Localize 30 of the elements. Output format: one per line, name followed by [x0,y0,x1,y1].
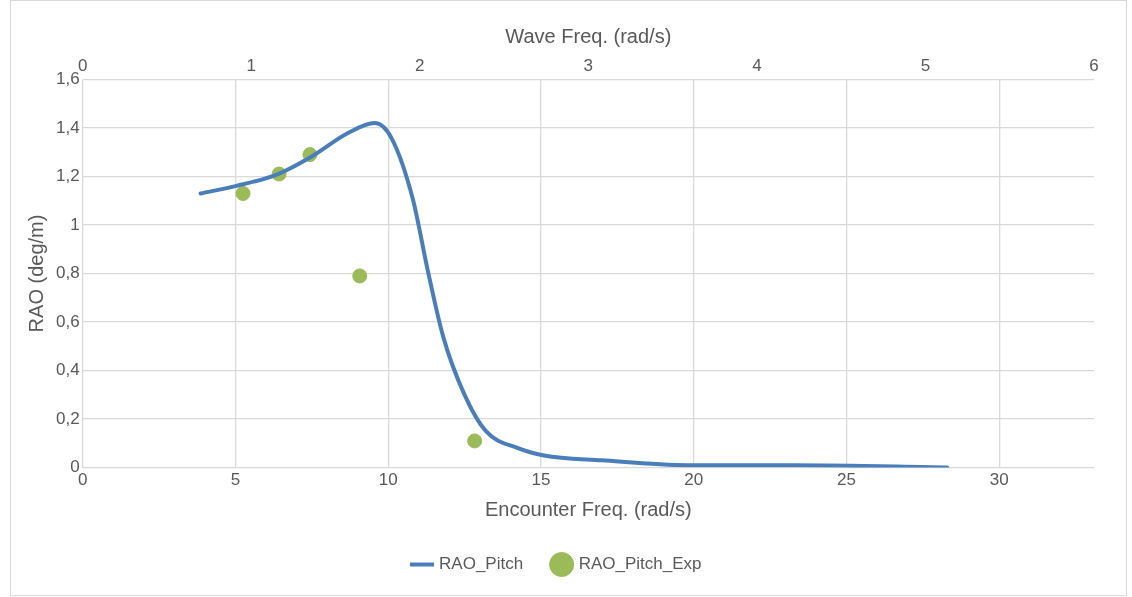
x2-tick-label: 1 [246,55,256,75]
y-tick-label: 0,6 [55,311,80,331]
x-tick-label: 15 [531,470,551,490]
x2-tick-label: 5 [920,55,931,75]
y-tick-label: 0,2 [55,408,80,428]
point [467,433,483,449]
y-tick-label: 1,6 [55,69,80,89]
legend-label: RAO_Pitch_Exp [578,554,702,574]
x2-tick-label: 3 [583,55,594,75]
x-tick-label: 5 [230,470,241,490]
legend-label: RAO_Pitch [439,554,524,574]
x2-tick-label: 4 [752,55,762,75]
y-axis-title: RAO (deg/m) [24,214,47,333]
point [352,268,368,284]
y-tick-label: 1,4 [55,117,80,137]
x-tick-label: 30 [989,470,1009,490]
y-tick-label: 1 [70,214,80,234]
line-series [198,121,950,468]
x2-tick-label: 6 [1089,55,1099,75]
x-tick-label: 25 [837,470,856,490]
x-tick-label: 10 [378,470,398,490]
point [235,185,251,201]
x-axis-title: Encounter Freq. (rad/s) [484,497,692,520]
x2-tick-label: 2 [415,55,425,75]
y-tick-label: 0 [70,457,80,477]
x2-axis-title: Wave Freq. (rad/s) [505,24,672,47]
y-tick-label: 1,2 [55,166,80,186]
y-tick-label: 0,4 [55,360,80,380]
x-tick-label: 20 [684,470,704,490]
y-tick-label: 0,8 [55,263,80,283]
